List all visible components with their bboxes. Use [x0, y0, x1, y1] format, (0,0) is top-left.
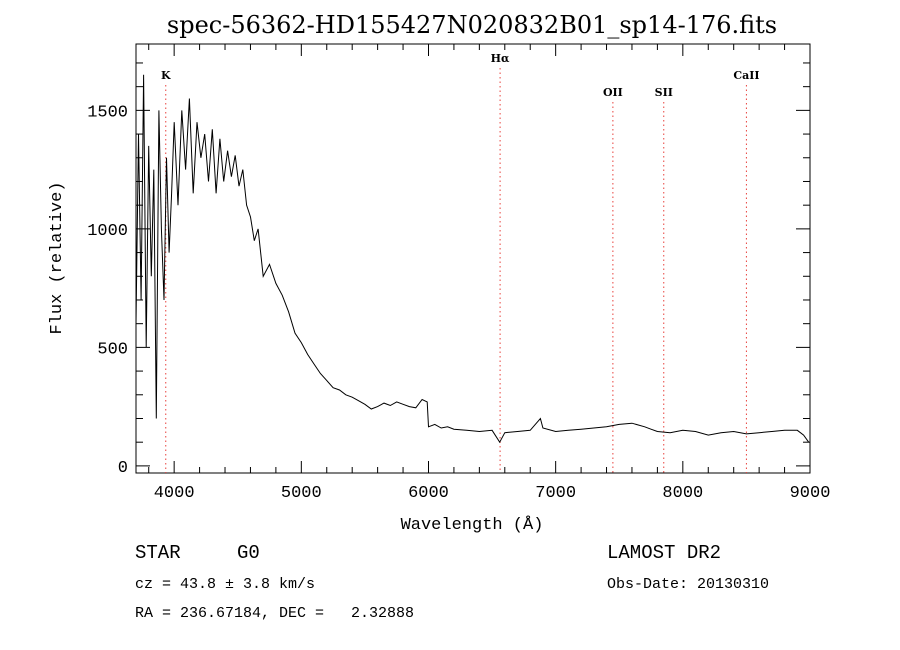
x-tick-label: 9000: [790, 484, 831, 503]
spectral-line-label: K: [161, 69, 171, 82]
plot-frame: [135, 43, 811, 474]
x-tick-label: 5000: [281, 484, 322, 503]
x-tick-label: 8000: [662, 484, 703, 503]
redshift-velocity: cz = 43.8 ± 3.8 km/s: [135, 576, 316, 593]
coordinates: RA = 236.67184, DEC = 2.32888: [135, 605, 415, 622]
spectral-line-label: OII: [603, 86, 623, 99]
y-tick-label: 1000: [87, 222, 128, 241]
spectrum-series-line: [135, 74, 810, 444]
x-tick-label: 4000: [154, 484, 195, 503]
object-type: STAR: [135, 542, 181, 564]
y-tick-label: 500: [97, 340, 128, 359]
chart-title: spec-56362-HD155427N020832B01_sp14-176.f…: [167, 11, 777, 39]
observation-date: Obs-Date: 20130310: [607, 576, 770, 593]
x-tick-label: 6000: [408, 484, 449, 503]
x-axis-label: Wavelength (Å): [401, 516, 544, 535]
y-axis-label: Flux (relative): [48, 181, 67, 334]
survey-name: LAMOST DR2: [607, 542, 722, 564]
spectral-line-label: CaII: [733, 69, 759, 82]
x-tick-label: 7000: [535, 484, 576, 503]
y-tick-label: 0: [118, 459, 128, 478]
spectral-subclass: G0: [237, 542, 260, 564]
y-tick-label: 1500: [87, 103, 128, 122]
spectral-line-label: Hα: [491, 52, 510, 65]
spectral-line-label: SII: [655, 86, 673, 99]
